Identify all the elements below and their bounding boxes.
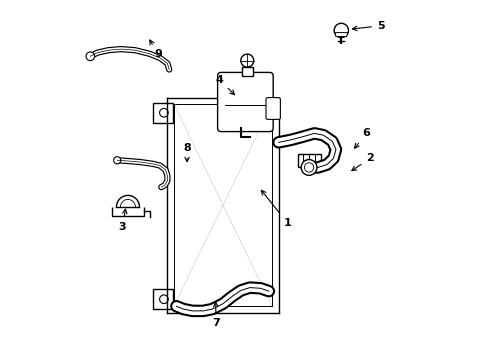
FancyBboxPatch shape <box>217 72 273 132</box>
Polygon shape <box>334 33 347 37</box>
Polygon shape <box>116 195 139 207</box>
Circle shape <box>301 159 316 175</box>
Text: 7: 7 <box>211 302 219 328</box>
Text: 5: 5 <box>352 21 384 31</box>
Text: 6: 6 <box>354 129 369 148</box>
Text: 9: 9 <box>149 40 162 59</box>
Polygon shape <box>297 154 320 167</box>
Text: 4: 4 <box>215 75 234 95</box>
FancyBboxPatch shape <box>265 98 280 120</box>
Text: 8: 8 <box>183 143 191 162</box>
Circle shape <box>113 157 121 164</box>
Circle shape <box>333 23 348 38</box>
Text: 3: 3 <box>119 209 127 231</box>
Polygon shape <box>241 67 252 76</box>
Circle shape <box>240 54 253 67</box>
Text: 2: 2 <box>351 153 373 171</box>
Circle shape <box>86 52 94 60</box>
Text: 1: 1 <box>261 190 291 228</box>
